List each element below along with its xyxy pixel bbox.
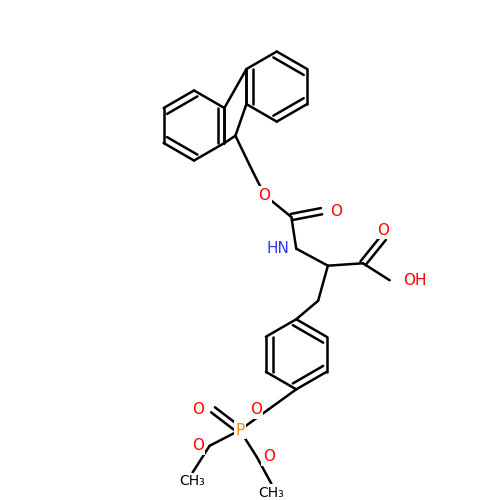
Text: HN: HN (266, 241, 289, 256)
Text: O: O (262, 450, 274, 464)
Text: CH₃: CH₃ (180, 474, 206, 488)
Text: P: P (235, 422, 244, 438)
Text: O: O (192, 438, 204, 454)
Text: OH: OH (404, 273, 427, 288)
Text: O: O (192, 402, 204, 417)
Text: CH₃: CH₃ (258, 486, 284, 500)
Text: O: O (330, 204, 342, 218)
Text: O: O (258, 188, 270, 202)
Text: O: O (250, 402, 262, 417)
Text: O: O (378, 223, 390, 238)
